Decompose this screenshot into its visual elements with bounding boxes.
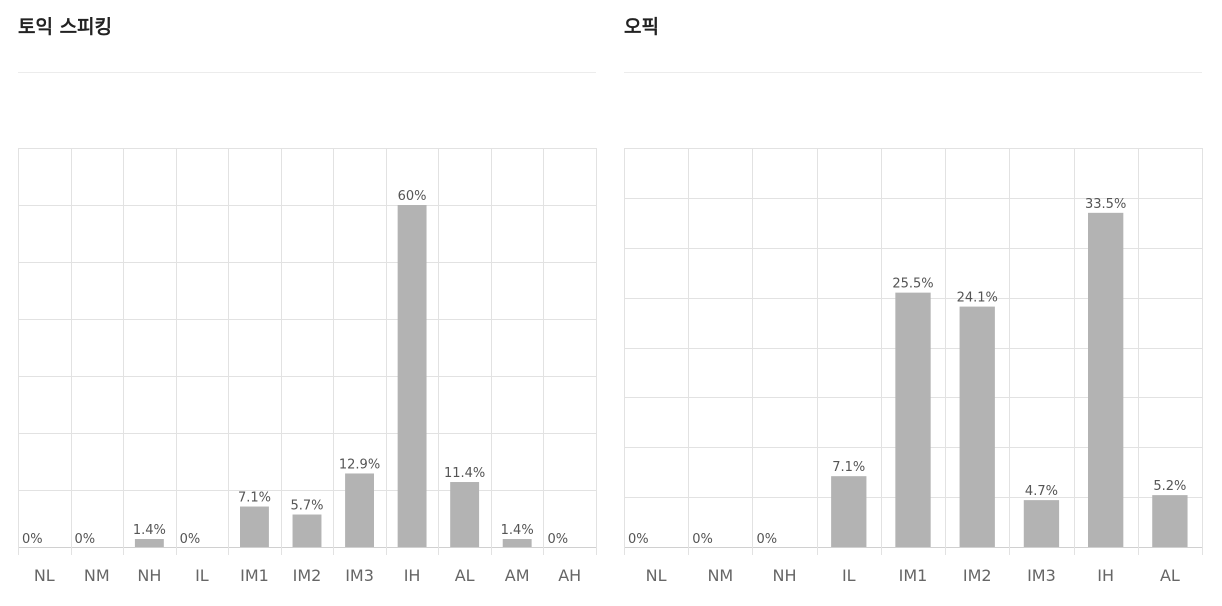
value-label-nh: 0% — [756, 532, 777, 547]
panel-title: 토익 스피킹 — [18, 16, 113, 38]
value-label-im1: 7.1% — [238, 491, 271, 506]
category-label-im1: IM1 — [240, 566, 269, 585]
value-label-im2: 5.7% — [290, 499, 323, 514]
category-label-ih: IH — [404, 566, 421, 585]
value-label-nm: 0% — [75, 532, 96, 547]
value-label-nl: 0% — [22, 532, 43, 547]
bar-im3 — [1023, 500, 1060, 547]
category-label-nl: NL — [646, 566, 667, 585]
value-label-il: 7.1% — [832, 460, 865, 475]
category-label-am: AM — [505, 566, 530, 585]
category-label-im3: IM3 — [345, 566, 374, 585]
category-label-nl: NL — [34, 566, 55, 585]
category-label-im3: IM3 — [1027, 566, 1056, 585]
toeic-speaking-bar-chart: 0% NL 0% NM 1.4% NH 0% IL 7.1% IM1 5.7% IM2 12.9% IM3… — [18, 148, 597, 585]
value-label-nm: 0% — [692, 532, 713, 547]
category-label-il: IL — [842, 566, 856, 585]
value-label-ih: 60% — [398, 189, 427, 204]
category-label-nh: NH — [773, 566, 797, 585]
value-label-al: 5.2% — [1153, 479, 1186, 494]
category-label-im2: IM2 — [963, 566, 992, 585]
category-label-al: AL — [1160, 566, 1180, 585]
value-label-nh: 1.4% — [133, 523, 166, 538]
category-label-ih: IH — [1097, 566, 1114, 585]
bar-il — [831, 476, 867, 547]
bar-al — [1152, 495, 1188, 547]
value-label-im3: 12.9% — [339, 457, 380, 472]
bar-ih — [1088, 212, 1124, 547]
value-label-al: 11.4% — [444, 466, 485, 481]
value-label-im1: 25.5% — [892, 277, 933, 292]
panel-title: 오픽 — [624, 16, 659, 38]
category-label-ah: AH — [558, 566, 581, 585]
value-label-am: 1.4% — [501, 523, 534, 538]
category-label-al: AL — [455, 566, 475, 585]
category-label-il: IL — [195, 566, 209, 585]
bar-im1 — [240, 506, 269, 547]
bar-nh — [134, 539, 164, 547]
value-label-im2: 24.1% — [957, 291, 998, 306]
bar-im3 — [345, 473, 374, 547]
category-label-nm: NM — [84, 566, 110, 585]
category-label-im1: IM1 — [899, 566, 928, 585]
bar-im1 — [895, 292, 931, 547]
value-label-ih: 33.5% — [1085, 197, 1126, 212]
category-label-nm: NM — [707, 566, 733, 585]
bar-im2 — [292, 514, 322, 547]
bar-am — [502, 539, 532, 547]
title-divider — [18, 72, 596, 73]
value-label-im3: 4.7% — [1025, 484, 1058, 499]
bar-ih — [397, 205, 427, 547]
category-label-im2: IM2 — [293, 566, 322, 585]
category-label-nh: NH — [137, 566, 161, 585]
bar-im2 — [959, 306, 995, 547]
value-label-nl: 0% — [628, 532, 649, 547]
title-divider — [624, 72, 1202, 73]
bar-al — [450, 482, 480, 547]
value-label-ah: 0% — [547, 532, 568, 547]
value-label-il: 0% — [180, 532, 201, 547]
opic-bar-chart: 0% NL 0% NM 0% NH 7.1% IL 25.5% IM1 24.1% IM2 4.7% IM… — [624, 148, 1203, 585]
